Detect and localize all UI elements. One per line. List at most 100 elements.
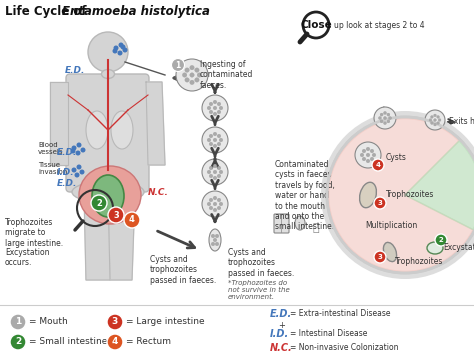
Text: Ingesting of
contaminated
faeces.: Ingesting of contaminated faeces. [200,60,254,90]
Circle shape [209,102,213,106]
Circle shape [213,138,217,142]
Circle shape [389,116,392,119]
Circle shape [360,153,364,157]
Text: 3: 3 [113,210,119,219]
Text: *Trophozoites do
not survive in the
environment.: *Trophozoites do not survive in the envi… [228,280,290,300]
Circle shape [213,132,217,136]
Circle shape [207,202,211,206]
Circle shape [72,167,76,173]
Text: Entamoeba histolytica: Entamoeba histolytica [62,5,210,19]
Circle shape [374,107,396,129]
Text: 2: 2 [15,337,21,347]
Circle shape [124,212,140,228]
Circle shape [213,196,217,200]
Circle shape [217,102,221,106]
Circle shape [425,110,445,130]
Text: 4: 4 [112,337,118,347]
Circle shape [118,43,124,47]
Circle shape [366,147,370,151]
Ellipse shape [86,111,108,149]
Text: Trophozoites
migrate to
large intestine.: Trophozoites migrate to large intestine. [5,218,63,248]
Circle shape [197,73,201,77]
Circle shape [202,127,228,153]
Circle shape [122,47,128,52]
Text: = Extra-intestinal Disease: = Extra-intestinal Disease [290,309,391,318]
Polygon shape [50,82,68,165]
Circle shape [107,314,123,330]
Circle shape [107,334,123,350]
Circle shape [91,195,107,211]
Text: Trophozoites: Trophozoites [386,190,434,199]
Circle shape [383,111,386,114]
Circle shape [219,170,223,174]
Circle shape [213,170,217,174]
Text: ✋: ✋ [313,223,319,233]
Circle shape [76,165,82,170]
Circle shape [209,134,213,138]
Circle shape [112,48,118,54]
Circle shape [209,174,213,178]
Text: N.C.: N.C. [148,188,169,197]
Circle shape [190,73,194,77]
Ellipse shape [79,166,141,224]
Circle shape [74,173,80,178]
Circle shape [215,242,219,246]
Circle shape [182,73,187,77]
Circle shape [213,164,217,168]
Circle shape [118,51,122,55]
Text: Close: Close [300,20,332,30]
Circle shape [88,32,128,72]
Text: Blood
vessels: Blood vessels [38,142,64,155]
Circle shape [213,112,217,116]
Circle shape [217,134,221,138]
Polygon shape [108,192,135,280]
Ellipse shape [295,216,305,230]
Circle shape [355,142,381,168]
Text: = Small intestine: = Small intestine [29,337,108,347]
Circle shape [113,46,118,51]
Circle shape [185,68,189,72]
Text: Excystation: Excystation [443,243,474,252]
Circle shape [190,80,194,84]
Circle shape [366,153,370,157]
Text: +: + [278,320,285,329]
Circle shape [434,119,437,121]
Circle shape [370,149,374,153]
Polygon shape [405,141,474,230]
Text: Cysts and
trophozoites
passed in faeces.: Cysts and trophozoites passed in faeces. [228,248,294,278]
Circle shape [213,144,217,148]
Circle shape [217,166,221,170]
Circle shape [176,59,208,91]
Circle shape [374,251,386,263]
Ellipse shape [92,175,124,217]
Circle shape [217,198,221,202]
Circle shape [190,66,194,70]
Circle shape [185,78,189,82]
Circle shape [217,206,221,210]
Text: = Rectum: = Rectum [126,337,171,347]
Circle shape [380,113,383,116]
Text: 2: 2 [438,237,443,243]
Circle shape [207,138,211,142]
Text: 2: 2 [96,198,102,207]
Text: Trophozoites: Trophozoites [395,257,443,266]
Text: = Intestinal Disease: = Intestinal Disease [290,329,367,339]
Text: up look at stages 2 to 4: up look at stages 2 to 4 [334,20,425,29]
Text: Tissue
invasion: Tissue invasion [38,162,67,175]
Circle shape [362,157,366,161]
Circle shape [213,202,217,206]
Circle shape [370,157,374,161]
Circle shape [215,234,219,238]
Circle shape [435,234,447,246]
Circle shape [434,114,437,117]
Circle shape [434,123,437,126]
Circle shape [217,110,221,114]
Text: 3: 3 [378,200,383,206]
Ellipse shape [101,70,115,79]
Circle shape [303,12,329,38]
Circle shape [217,174,221,178]
Text: = Large intestine: = Large intestine [126,317,205,327]
Circle shape [108,207,124,223]
Circle shape [71,149,75,154]
Circle shape [72,146,76,150]
